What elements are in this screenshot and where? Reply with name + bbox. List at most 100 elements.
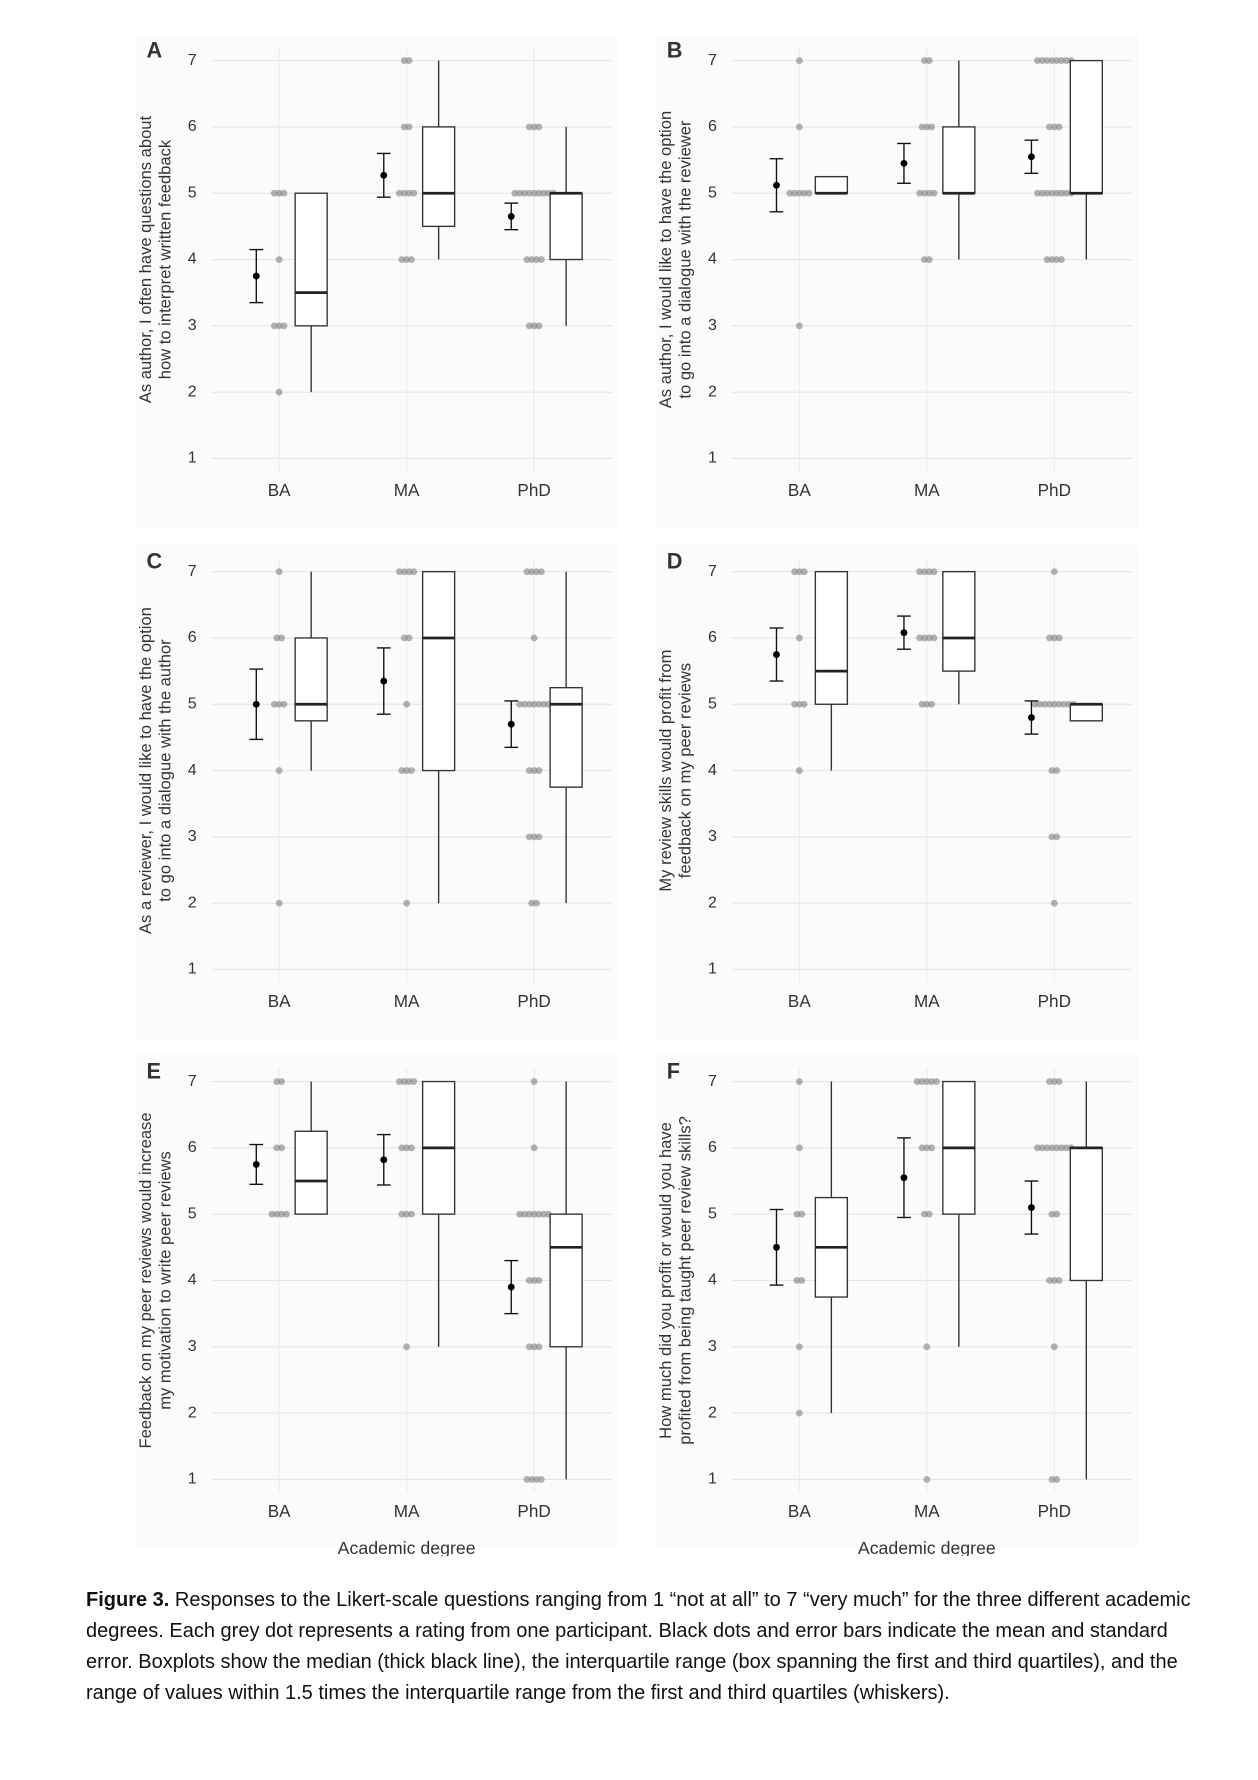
- x-tick-label: MA: [394, 480, 420, 500]
- y-tick-label: 5: [708, 695, 717, 712]
- rating-dot: [530, 1078, 538, 1085]
- rating-dot: [516, 700, 524, 708]
- rating-dot: [798, 1210, 806, 1218]
- rating-dot: [928, 1078, 936, 1085]
- y-tick-label: 2: [188, 894, 197, 911]
- rating-dot: [795, 1078, 803, 1085]
- y-tick-label: 3: [188, 828, 197, 845]
- rating-dot: [525, 700, 533, 708]
- rating-dot: [925, 568, 933, 576]
- x-tick-label: MA: [394, 1501, 420, 1521]
- rating-dot: [918, 1078, 926, 1085]
- rating-dot: [521, 700, 528, 708]
- rating-dot: [1053, 1144, 1061, 1152]
- panel-background: [655, 33, 1138, 529]
- x-axis-label: Academic degree: [338, 1538, 476, 1556]
- rating-dot: [800, 189, 808, 197]
- rating-dot: [795, 767, 803, 774]
- panel-label: E: [147, 1059, 162, 1084]
- rating-dot: [923, 1144, 931, 1152]
- rating-dot: [511, 189, 519, 197]
- mean-dot: [900, 629, 908, 637]
- rating-dot: [396, 189, 403, 197]
- rating-dot: [1046, 634, 1053, 642]
- panel-background: [135, 544, 618, 1040]
- rating-dot: [403, 256, 411, 263]
- rating-dot: [1034, 57, 1041, 65]
- rating-dot: [1055, 1078, 1063, 1085]
- y-tick-label: 7: [188, 52, 197, 69]
- rating-dot: [1043, 256, 1051, 263]
- y-axis-label: As author, I would like to have the opti…: [656, 111, 675, 408]
- rating-dot: [410, 1078, 418, 1085]
- rating-dot: [1050, 1277, 1058, 1284]
- rating-dot: [530, 1144, 538, 1152]
- rating-dot: [795, 322, 803, 330]
- rating-dot: [930, 568, 938, 576]
- y-tick-label: 6: [188, 118, 197, 135]
- box: [1069, 1147, 1104, 1282]
- mean-dot: [1028, 1204, 1035, 1211]
- rating-dot: [923, 1078, 931, 1085]
- y-axis-label: my motivation to write peer reviews: [155, 1151, 174, 1410]
- rating-dot: [530, 322, 538, 330]
- x-tick-label: MA: [914, 480, 940, 500]
- rating-dot: [403, 1144, 411, 1152]
- rating-dot: [925, 1210, 933, 1218]
- rating-dot: [396, 1078, 403, 1085]
- rating-dot: [1053, 256, 1061, 263]
- mean-dot: [900, 1174, 908, 1182]
- rating-dot: [530, 833, 538, 841]
- box: [294, 637, 328, 722]
- rating-dot: [1048, 189, 1056, 197]
- rating-dot: [280, 322, 288, 330]
- box: [814, 570, 849, 705]
- rating-dot: [270, 322, 278, 330]
- rating-dot: [1048, 767, 1056, 774]
- rating-dot: [791, 568, 798, 576]
- rating-dot: [1043, 1144, 1051, 1152]
- rating-dot: [403, 767, 411, 774]
- rating-dot: [535, 700, 543, 708]
- y-tick-label: 5: [188, 1205, 197, 1222]
- rating-dot: [525, 1343, 533, 1351]
- rating-dot: [405, 568, 413, 576]
- figure: 1 2 3 4 5 6 7 A As author, I often have question…: [135, 33, 1138, 1556]
- rating-dot: [403, 899, 411, 907]
- x-tick-label: PhD: [1038, 991, 1071, 1011]
- rating-dot: [918, 1144, 926, 1152]
- rating-dot: [530, 189, 538, 197]
- rating-dot: [521, 189, 528, 197]
- rating-dot: [1038, 189, 1046, 197]
- rating-dot: [405, 634, 413, 642]
- rating-dot: [930, 189, 938, 197]
- y-tick-label: 2: [708, 894, 717, 911]
- rating-dot: [405, 189, 413, 197]
- rating-dot: [923, 700, 931, 708]
- x-tick-label: BA: [788, 991, 811, 1011]
- rating-dot: [398, 767, 406, 774]
- y-axis-label: As a reviewer, I would like to have the …: [136, 607, 155, 934]
- x-tick-label: MA: [394, 991, 420, 1011]
- box: [942, 570, 976, 672]
- mean-dot: [507, 1283, 515, 1291]
- y-axis-label: How much did you profit or would you hav…: [656, 1122, 675, 1439]
- rating-dot: [280, 700, 288, 708]
- rating-dot: [400, 57, 408, 65]
- mean-dot: [900, 159, 908, 167]
- rating-dot: [1046, 123, 1053, 131]
- rating-dot: [540, 700, 548, 708]
- mean-dot: [773, 651, 780, 658]
- rating-dot: [1058, 189, 1065, 197]
- rating-dot: [798, 1277, 806, 1284]
- y-tick-label: 3: [188, 1338, 197, 1355]
- rating-dot: [275, 899, 283, 907]
- rating-dot: [916, 634, 924, 642]
- rating-dot: [795, 568, 803, 576]
- rating-dot: [537, 1475, 545, 1483]
- rating-dot: [1050, 568, 1058, 576]
- x-tick-label: PhD: [1038, 480, 1071, 500]
- rating-dot: [270, 700, 278, 708]
- rating-dot: [275, 767, 283, 774]
- rating-dot: [1038, 1144, 1046, 1152]
